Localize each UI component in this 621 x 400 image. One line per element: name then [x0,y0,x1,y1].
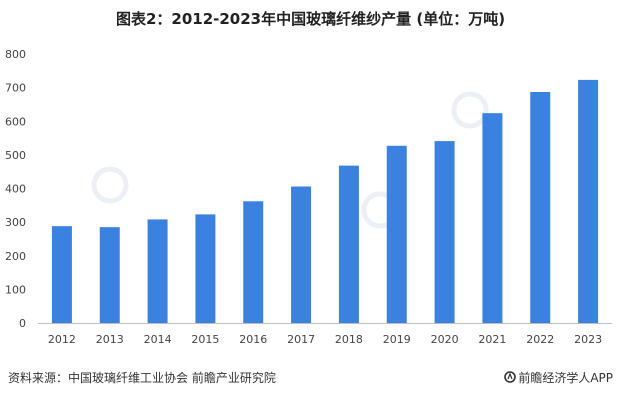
y-tick-label: 300 [5,216,26,229]
bar-2014 [147,219,168,323]
x-tick-label: 2013 [96,333,124,346]
y-axis: 0 100 200 300 400 500 600 700 800 [5,48,26,330]
x-tick-label: 2017 [287,333,315,346]
y-tick-label: 200 [5,250,26,263]
x-tick-label: 2019 [383,333,411,346]
watermark-logo [91,166,129,204]
watermark-group [91,91,489,229]
y-tick-label: 100 [5,283,26,296]
bar-2017 [291,186,312,323]
bar-2013 [99,227,120,323]
y-tick-label: 500 [5,149,26,162]
y-tick-label: 400 [5,183,26,196]
bar-2021 [482,113,503,324]
y-tick-label: 700 [5,82,26,95]
watermark-logo [451,91,489,129]
x-tick-label: 2014 [144,333,172,346]
y-tick-label: 0 [19,317,26,330]
bar-2012 [51,226,72,323]
brand-label: 前瞻经济学人APP [518,371,613,385]
x-tick-label: 2023 [574,333,602,346]
x-tick-label: 2018 [335,333,363,346]
y-tick-label: 800 [5,48,26,61]
x-tick-label: 2022 [526,333,554,346]
x-tick-label: 2016 [239,333,267,346]
x-tick-label: 2020 [431,333,459,346]
bar-2023 [578,79,599,323]
y-tick-label: 600 [5,115,26,128]
bar-2019 [386,145,407,323]
bar-2015 [195,214,216,323]
source-note: 资料来源：中国玻璃纤维工业协会 前瞻产业研究院 [8,371,276,385]
x-tick-label: 2015 [191,333,219,346]
bar-2022 [530,91,551,323]
chart-title: 图表2：2012-2023年中国玻璃纤维纱产量 (单位：万吨) [115,10,506,28]
bar-2020 [434,141,455,323]
x-axis: 2012 2013 2014 2015 2016 2017 2018 2019 2020 2021… [48,333,602,346]
bar-2016 [243,201,264,323]
x-tick-label: 2012 [48,333,76,346]
bar-series [51,79,599,324]
brand-logo-icon [504,371,517,383]
bar-2018 [338,165,359,323]
x-tick-label: 2021 [478,333,506,346]
brand-credit: 前瞻经济学人APP [504,369,613,386]
